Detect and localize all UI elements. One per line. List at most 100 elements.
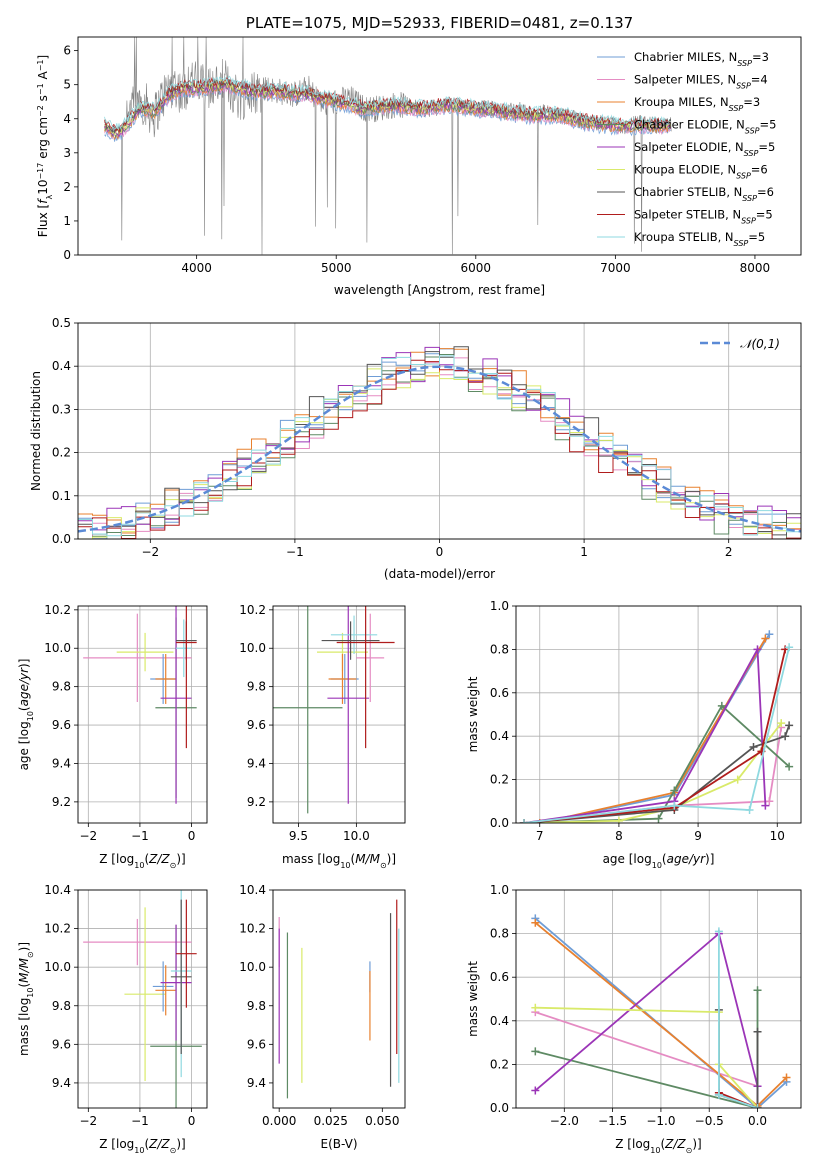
- point-3: [155, 965, 177, 1016]
- axes-frame: [77, 36, 802, 256]
- legend-label-0: Chabrier MILES, NSSP=3: [634, 50, 769, 68]
- y-tick-label-3: 10.0: [239, 960, 266, 974]
- y-tick-label-1: 0.2: [490, 773, 509, 787]
- y-tick-label-4: 0.4: [52, 359, 71, 373]
- plot-area-residuals: [78, 346, 801, 539]
- model-spectrum-5: [104, 79, 671, 136]
- model-spectrum-1: [104, 84, 671, 140]
- x-tick-label-2: 0: [188, 829, 196, 843]
- series-6: [519, 721, 794, 823]
- series-marker-0: [714, 927, 723, 936]
- x-tick-label-0: 0.000: [262, 1114, 296, 1128]
- series-marker-0: [531, 1003, 540, 1012]
- plot-area-mass-vs-ebv: [278, 899, 400, 1099]
- series-line: [718, 1009, 759, 1108]
- y-tick-label-3: 0.6: [490, 970, 509, 984]
- series-marker-0: [531, 918, 540, 927]
- legend-label: 𝒩(0,1): [740, 337, 780, 351]
- y-tick-label-1: 0.2: [490, 1057, 509, 1071]
- histogram-5: [78, 368, 801, 539]
- series-8: [714, 927, 762, 1108]
- x-axis-label: (data-model)/error: [384, 567, 495, 581]
- point-1: [124, 907, 166, 1081]
- series-line: [523, 646, 767, 823]
- y-tick-label-4: 0.8: [490, 927, 509, 941]
- x-tick-label-3: 1: [580, 545, 588, 559]
- legend-label-8: Kroupa STELIB, NSSP=5: [634, 230, 765, 248]
- x-axis-label: wavelength [Angstrom, rest frame]: [334, 283, 545, 297]
- legend-label-7: Salpeter STELIB, NSSP=5: [634, 208, 773, 226]
- normal-reference-curve: [78, 365, 801, 533]
- x-tick-label-2: −1.0: [646, 1114, 675, 1128]
- x-tick-label-2: 9: [694, 829, 702, 843]
- series-marker-2: [753, 1104, 762, 1108]
- axes-frame: [77, 322, 802, 540]
- y-tick-label-2: 2: [63, 180, 71, 194]
- y-tick-label-2: 0.2: [52, 446, 71, 460]
- series-marker-3: [785, 643, 794, 652]
- series-marker-3: [761, 634, 770, 643]
- y-tick-label-5: 10.2: [44, 603, 71, 617]
- y-tick-label-1: 9.6: [247, 1037, 266, 1051]
- panel-mass-vs-ebv: 0.000 0.025 0.050 9.4 9.6 9.8 10.0 10.2 10.4 E(B-…: [239, 883, 406, 1151]
- plot-area-weight-vs-z: [531, 914, 791, 1108]
- y-tick-label-0: 0.0: [490, 1101, 509, 1115]
- axes-frame: [77, 889, 208, 1109]
- series-0: [519, 630, 774, 823]
- panel-residuals: −2 −1 0 1 2 0.0 0.1 0.2 0.3 0.4 0.5 (data-model)/er…: [29, 316, 802, 581]
- y-tick-label-5: 1.0: [490, 883, 509, 897]
- plot-area-age-vs-z: [83, 606, 197, 804]
- x-tick-label-1: 8: [615, 829, 623, 843]
- legend-label-6: Chabrier STELIB, NSSP=6: [634, 185, 774, 203]
- series-marker-0: [531, 1047, 540, 1056]
- series-marker-1: [654, 814, 663, 823]
- series-marker-4: [785, 721, 794, 730]
- series-marker-1: [714, 1090, 723, 1099]
- x-axis-label: Z [log10(Z/Z⊙)]: [615, 1137, 701, 1155]
- x-tick-label-0: 9.5: [289, 829, 308, 843]
- histogram-6: [78, 346, 801, 536]
- axes-frame: [272, 889, 406, 1109]
- y-axis-label: Flux [fλ10−17 erg cm−2 s−1 A−1]: [36, 55, 54, 237]
- chart-title: PLATE=1075, MJD=52933, FIBERID=0481, z=0…: [246, 14, 633, 32]
- point-7: [321, 621, 380, 660]
- series-line: [523, 638, 767, 823]
- point-2: [152, 961, 174, 1012]
- y-tick-label-1: 1: [63, 214, 71, 228]
- x-axis-label: Z [log10(Z/Z⊙)]: [99, 852, 185, 870]
- panel-weight-vs-z: −2.0 −1.5 −1.0 −0.5 0.0 0.0 0.2 0.4 0.6 0.8 1.0 Z […: [466, 883, 802, 1155]
- point-6: [330, 615, 378, 655]
- point-0: [356, 613, 385, 703]
- y-tick-label-6: 6: [63, 44, 71, 58]
- series-1: [531, 1008, 762, 1091]
- series-2: [519, 634, 770, 823]
- y-tick-label-5: 0.5: [52, 316, 71, 330]
- panel-age-vs-mass: 9.5 10.0 9.2 9.4 9.6 9.8 10.0 10.2 mass [log10(M…: [239, 603, 406, 870]
- series-marker-3: [753, 1027, 762, 1036]
- point-8: [336, 606, 395, 749]
- legend: Chabrier MILES, NSSP=3 Salpeter MILES, NS…: [597, 50, 776, 248]
- plot-area-weight-vs-age: [519, 630, 794, 823]
- y-tick-label-2: 9.8: [247, 999, 266, 1013]
- series-marker-1: [614, 816, 623, 823]
- y-tick-label-4: 10.2: [44, 922, 71, 936]
- y-tick-label-0: 9.2: [52, 795, 71, 809]
- x-tick-label-3: 10: [770, 829, 785, 843]
- y-tick-label-3: 9.8: [247, 680, 266, 694]
- y-tick-label-2: 9.6: [52, 718, 71, 732]
- y-tick-label-2: 9.6: [247, 718, 266, 732]
- series-marker-0: [531, 1086, 540, 1095]
- x-tick-label-4: 0.0: [748, 1114, 767, 1128]
- y-tick-label-1: 0.1: [52, 489, 71, 503]
- x-tick-label-1: −1.5: [598, 1114, 627, 1128]
- plot-area-spectrum: [104, 37, 672, 255]
- series-marker-1: [670, 801, 679, 810]
- series-marker-2: [753, 986, 762, 995]
- series-marker-2: [765, 797, 774, 806]
- panel-mass-vs-z: −2 −1 0 9.4 9.6 9.8 10.0 10.2 10.4 Z [log10(Z/Z⊙)…: [17, 883, 208, 1155]
- x-tick-label-0: −2: [79, 829, 97, 843]
- y-tick-label-4: 10.0: [44, 641, 71, 655]
- y-tick-label-4: 0.8: [490, 642, 509, 656]
- x-axis-label: mass [log10(M/M⊙)]: [282, 852, 396, 870]
